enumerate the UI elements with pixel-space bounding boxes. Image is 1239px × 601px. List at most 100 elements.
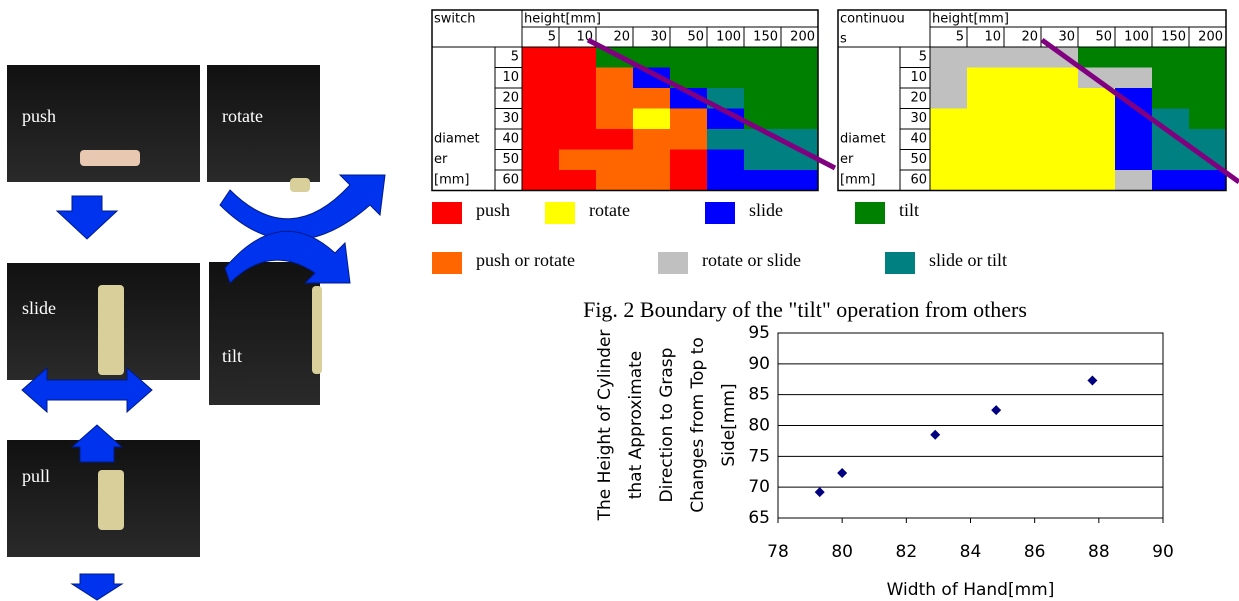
cell [744, 68, 781, 89]
cell [781, 170, 818, 191]
legend-label: slide [749, 200, 783, 220]
chart: 6570758085909578808284868890Width of Han… [595, 323, 1174, 600]
cell [1041, 68, 1078, 89]
column-label: 30 [650, 30, 667, 45]
row-label: 30 [502, 111, 519, 126]
cell [1004, 150, 1041, 171]
x-tick-label: 88 [1088, 542, 1110, 562]
row-label: 60 [910, 173, 927, 188]
column-label: 50 [687, 30, 704, 45]
y-tick-label: 90 [748, 354, 770, 374]
cell [1078, 109, 1115, 130]
row-label: 20 [910, 91, 927, 106]
cell [930, 150, 967, 171]
cell [596, 47, 633, 68]
cell [670, 47, 707, 68]
legend-swatch [658, 252, 688, 274]
row-label: 5 [511, 50, 519, 65]
legend-label: rotate [589, 200, 630, 220]
photo-label: slide [22, 298, 56, 318]
y-axis-label: Changes from Top to [688, 337, 708, 512]
legend-label: slide or tilt [929, 250, 1007, 270]
cell [1078, 150, 1115, 171]
row-label: 50 [502, 152, 519, 167]
row-label: 30 [910, 111, 927, 126]
row-title: diamet [434, 132, 480, 147]
legend-swatch [885, 252, 915, 274]
x-tick-label: 80 [831, 542, 853, 562]
cell [559, 47, 596, 68]
cell [967, 170, 1004, 191]
cell [670, 170, 707, 191]
cell [1004, 129, 1041, 150]
y-tick-label: 85 [748, 385, 770, 405]
cell [633, 170, 670, 191]
cell [559, 109, 596, 130]
y-tick-label: 70 [748, 477, 770, 497]
x-tick-label: 82 [896, 542, 918, 562]
caption: Fig. 2 Boundary of the "tilt" operation … [583, 297, 1027, 322]
y-tick-label: 95 [748, 323, 770, 343]
row-title: [mm] [434, 173, 469, 188]
arrow [72, 425, 122, 462]
cell [967, 68, 1004, 89]
object [80, 150, 140, 166]
cell [781, 47, 818, 68]
x-tick-label: 86 [1024, 542, 1046, 562]
cell [1004, 68, 1041, 89]
cell [670, 150, 707, 171]
y-axis-label: that Approximate [626, 351, 646, 500]
cell [1115, 170, 1152, 191]
cell [1004, 47, 1041, 68]
cell [559, 68, 596, 89]
corner-label: s [840, 32, 847, 47]
legend: pushrotateslidetiltpush or rotaterotate … [432, 200, 1007, 274]
row-label: 5 [919, 50, 927, 65]
cell [596, 170, 633, 191]
cell [1189, 88, 1226, 109]
row-label: 40 [910, 132, 927, 147]
cell [633, 129, 670, 150]
corner-label: switch [434, 12, 476, 27]
cell [522, 47, 559, 68]
cell [596, 88, 633, 109]
y-tick-label: 75 [748, 446, 770, 466]
cell [1152, 150, 1189, 171]
arrow [57, 196, 117, 239]
cell [596, 109, 633, 130]
cell [744, 47, 781, 68]
legend-swatch [545, 202, 575, 224]
row-label: 20 [502, 91, 519, 106]
cell [559, 150, 596, 171]
photo-label: tilt [222, 346, 242, 366]
cell [596, 129, 633, 150]
cell [930, 170, 967, 191]
cell [1115, 47, 1152, 68]
column-label: 5 [956, 30, 964, 45]
cell [1115, 68, 1152, 89]
cell [781, 129, 818, 150]
photo-label: push [22, 106, 56, 126]
cell [1004, 170, 1041, 191]
object [98, 285, 124, 375]
cell [967, 129, 1004, 150]
cell [1115, 109, 1152, 130]
cell [1189, 109, 1226, 130]
legend-label: push [476, 200, 510, 220]
column-label: 100 [716, 30, 741, 45]
cell [930, 68, 967, 89]
y-axis-label: Side[mm] [719, 383, 739, 466]
cell [707, 150, 744, 171]
cell [596, 68, 633, 89]
row-title: er [840, 152, 854, 167]
column-label: 150 [753, 30, 778, 45]
x-tick-label: 78 [767, 542, 789, 562]
column-label: 100 [1124, 30, 1149, 45]
x-tick-label: 84 [960, 542, 982, 562]
cell [1152, 88, 1189, 109]
cell [522, 68, 559, 89]
row-label: 40 [502, 132, 519, 147]
photo-label: pull [22, 466, 50, 486]
legend-label: push or rotate [476, 250, 575, 270]
column-label: 200 [790, 30, 815, 45]
